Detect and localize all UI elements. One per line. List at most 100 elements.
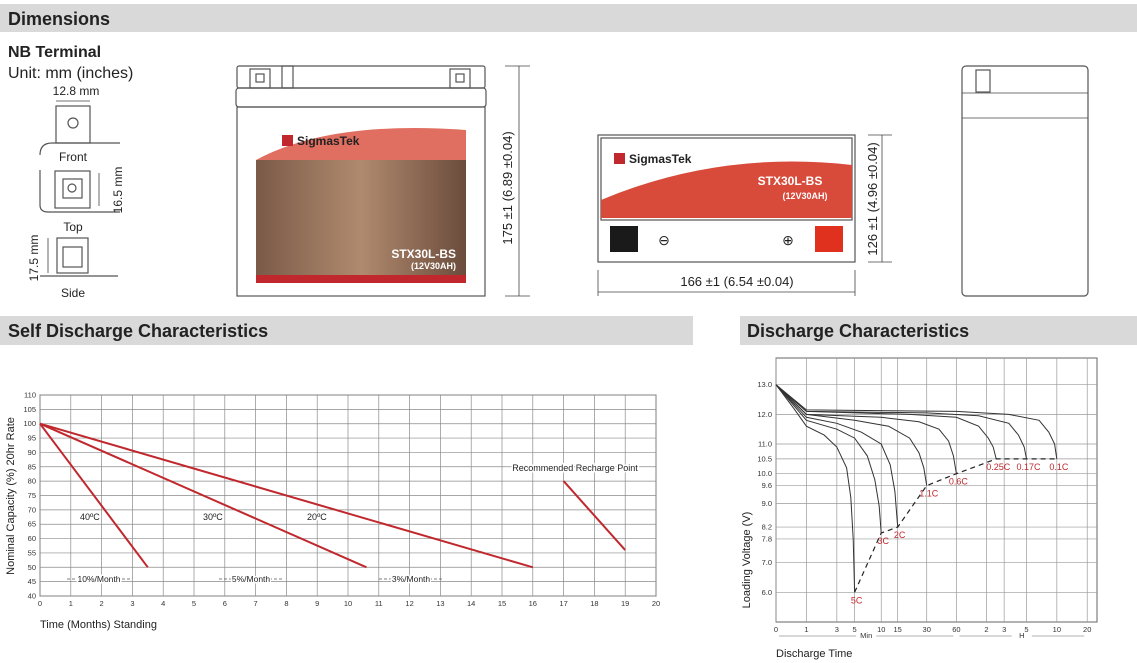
x-tick-label: 20	[1083, 625, 1091, 634]
view-label: Top	[63, 220, 83, 234]
rating: (12V30AH)	[782, 191, 827, 201]
y-tick-label: 40	[28, 592, 36, 601]
y-tick-label: 8.2	[762, 523, 772, 532]
series-line	[775, 384, 957, 474]
series-label: 20ºC	[307, 512, 327, 522]
header-bar	[740, 316, 1137, 345]
series-line	[775, 384, 1027, 459]
y-tick-label: 60	[28, 534, 36, 543]
x-tick-label: 4	[161, 599, 165, 608]
unit: Unit: mm (inches)	[8, 65, 133, 82]
dim-label: 166 ±1 (6.54 ±0.04)	[680, 274, 793, 289]
x-tick-label: 16	[529, 599, 537, 608]
section-title: Dimensions	[8, 9, 110, 29]
header-bar	[0, 316, 693, 345]
header-bar	[0, 4, 1137, 32]
y-tick-label: 90	[28, 448, 36, 457]
x-tick-label: 10	[344, 599, 352, 608]
series-line	[775, 384, 1058, 459]
polarity: ⊕	[782, 232, 794, 248]
y-tick-label: 6.0	[762, 588, 772, 597]
x-tick-label: 11	[375, 599, 383, 608]
battery-top: SigmasTek STX30L-BS (12V30AH) ⊖ ⊕ 166 ±1…	[597, 134, 892, 296]
y-tick-label: 65	[28, 520, 36, 529]
section-title: Self Discharge Characteristics	[8, 321, 268, 341]
x-tick-label: 15	[498, 599, 506, 608]
x-tick-label: 5	[1024, 625, 1028, 634]
terminal-type: NB Terminal	[8, 44, 101, 61]
view-label: Side	[61, 286, 85, 300]
rating: (12V30AH)	[411, 261, 456, 271]
series-label: 2C	[894, 530, 906, 540]
series-line	[775, 384, 882, 534]
x-tick-label: 2	[984, 625, 988, 634]
x-tick-label: 14	[467, 599, 475, 608]
view-label: Front	[59, 150, 88, 164]
series-label: 0.17C	[1016, 462, 1041, 472]
series-line	[39, 422, 367, 569]
series-label: 30ºC	[203, 512, 223, 522]
series-label: 5C	[851, 595, 863, 605]
series-line	[854, 458, 1057, 593]
x-tick-label: 19	[621, 599, 629, 608]
series-label: 1.1C	[919, 489, 939, 499]
y-axis-label: Nominal Capacity (%) 20hr Rate	[5, 417, 17, 575]
dim-label: 12.8 mm	[53, 84, 100, 98]
battery-side	[961, 65, 1089, 297]
y-tick-label: 7.8	[762, 534, 772, 543]
series-line	[39, 423, 149, 568]
y-tick-label: 45	[28, 577, 36, 586]
y-tick-label: 70	[28, 505, 36, 514]
x-tick-label: 3	[835, 625, 839, 634]
dim-label: 16.5 mm	[111, 167, 125, 214]
series-line	[562, 480, 626, 551]
series-label: 0.6C	[949, 477, 969, 487]
x-tick-label: 30	[923, 625, 931, 634]
x-tick-label: 17	[559, 599, 567, 608]
x-tick-label: 5	[192, 599, 196, 608]
x-unit-label: H	[1019, 631, 1024, 640]
y-tick-label: 105	[23, 405, 36, 414]
x-axis-label: Discharge Time	[776, 648, 852, 660]
series-line	[775, 384, 856, 593]
y-tick-label: 50	[28, 563, 36, 572]
x-unit-label: Min	[860, 631, 872, 640]
series-label: 0.25C	[986, 462, 1011, 472]
x-tick-label: 0	[774, 625, 778, 634]
rate-label: 10%/Month	[78, 574, 121, 584]
x-tick-label: 18	[590, 599, 598, 608]
y-tick-label: 95	[28, 434, 36, 443]
x-tick-label: 0	[38, 599, 42, 608]
y-tick-label: 11.0	[758, 440, 772, 449]
series-line	[39, 422, 534, 569]
model: STX30L-BS	[758, 174, 823, 188]
y-tick-label: 75	[28, 491, 36, 500]
x-tick-label: 9	[315, 599, 319, 608]
y-tick-label: 80	[28, 477, 36, 486]
x-tick-label: 10	[1053, 625, 1061, 634]
plot-area	[775, 357, 1098, 623]
y-axis-label: Loading Voltage (V)	[741, 512, 753, 609]
dim-label: 175 ±1 (6.89 ±0.04)	[500, 131, 515, 244]
section-title: Discharge Characteristics	[747, 321, 969, 341]
rate-label: 3%/Month	[392, 574, 431, 584]
y-tick-label: 9.0	[762, 499, 772, 508]
rate-label: 5%/Month	[232, 574, 271, 584]
polarity: ⊖	[658, 232, 670, 248]
dim-label: 126 ±1 (4.96 ±0.04)	[865, 142, 880, 255]
x-tick-label: 1	[804, 625, 808, 634]
y-tick-label: 12.0	[757, 410, 772, 419]
series-label: 40ºC	[80, 512, 100, 522]
y-tick-label: 10.5	[757, 454, 772, 463]
chart: 6.0 7.0 7.8 8.2 9.0 9.6 10.0 10.5 11.0 12.0 13.0 0 1…	[741, 357, 1098, 660]
x-tick-label: 10	[877, 625, 885, 634]
y-tick-label: 13.0	[757, 380, 772, 389]
x-tick-label: 3	[1002, 625, 1006, 634]
x-tick-label: 60	[952, 625, 960, 634]
terminal-diagrams: NB Terminal Unit: mm (inches) 12.8 mm Fr…	[8, 44, 133, 300]
model: STX30L-BS	[391, 247, 456, 261]
y-tick-label: 9.6	[762, 481, 772, 490]
x-tick-label: 2	[100, 599, 104, 608]
